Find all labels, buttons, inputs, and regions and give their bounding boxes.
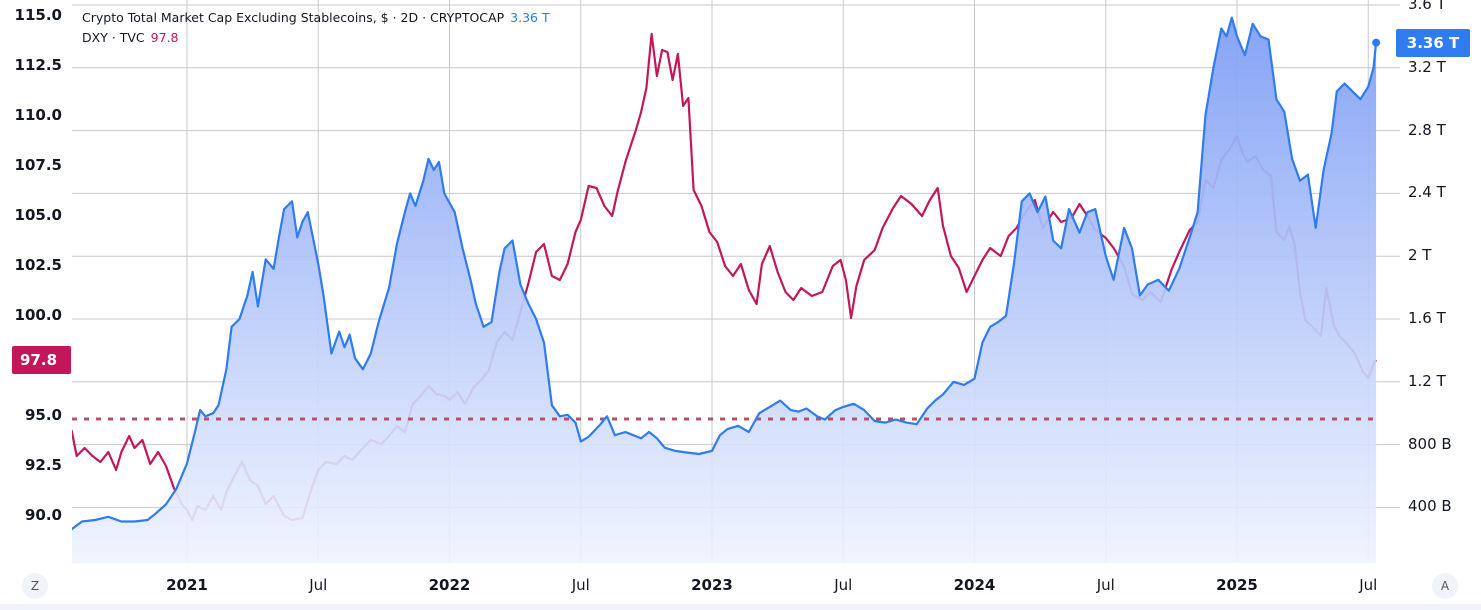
right-axis-tick: 1.2 T	[1408, 371, 1446, 390]
left-axis-tick: 112.5	[14, 56, 62, 74]
legend-dxy-value: 97.8	[150, 30, 179, 45]
auto-scale-button[interactable]: A	[1432, 573, 1458, 599]
right-axis-tick: 3.2 T	[1408, 57, 1446, 76]
right-axis-tick: 2.8 T	[1408, 120, 1446, 139]
right-axis-tick: 2 T	[1408, 246, 1432, 265]
time-axis-label: Jul	[571, 576, 590, 594]
left-axis-tick: 95.0	[24, 406, 62, 424]
legend-crypto-value: 3.36 T	[510, 10, 550, 25]
left-axis-tick: 100.0	[14, 306, 62, 324]
chart-legend: Crypto Total Market Cap Excluding Stable…	[82, 8, 550, 48]
left-axis-tick: 105.0	[14, 206, 62, 224]
right-axis-tick: 3.6 T	[1408, 0, 1446, 13]
left-axis-tick: 92.5	[24, 456, 62, 474]
crypto-market-cap-area	[72, 17, 1377, 563]
right-axis-tick: 2.4 T	[1408, 183, 1446, 202]
time-axis-label: Jul	[309, 576, 328, 594]
time-axis-label: 2024	[953, 576, 996, 594]
crypto-last-value-dot	[1372, 38, 1381, 47]
legend-series-dxy[interactable]: DXY · TVC 97.8	[82, 28, 550, 48]
left-axis-tick: 115.0	[14, 6, 62, 24]
time-axis-label: 2021	[166, 576, 208, 594]
zoom-reset-button[interactable]: Z	[22, 573, 48, 599]
time-axis-label: 2023	[691, 576, 733, 594]
time-axis-label: Jul	[1096, 576, 1115, 594]
legend-crypto-title: Crypto Total Market Cap Excluding Stable…	[82, 10, 505, 25]
time-axis-label: 2022	[428, 576, 471, 594]
left-axis-tick: 110.0	[14, 106, 62, 124]
right-axis-tick: 400 B	[1408, 497, 1452, 516]
legend-series-crypto[interactable]: Crypto Total Market Cap Excluding Stable…	[82, 8, 550, 28]
right-axis-tick: 800 B	[1408, 434, 1452, 453]
right-axis-tick: 1.6 T	[1408, 309, 1446, 327]
dxy-current-price-badge: 97.8	[12, 346, 71, 374]
legend-dxy-title: DXY · TVC	[82, 30, 145, 45]
left-axis-tick: 107.5	[14, 156, 62, 174]
time-axis-label: 2025	[1216, 576, 1258, 594]
bottom-border	[0, 604, 1481, 610]
time-axis-label: Jul	[834, 576, 853, 594]
crypto-market-cap-line	[72, 16, 1377, 531]
left-axis-tick: 102.5	[14, 256, 62, 274]
time-axis-label: Jul	[1359, 576, 1378, 594]
crypto-current-price-badge: 3.36 T	[1396, 29, 1470, 57]
left-axis-tick: 90.0	[24, 506, 62, 524]
